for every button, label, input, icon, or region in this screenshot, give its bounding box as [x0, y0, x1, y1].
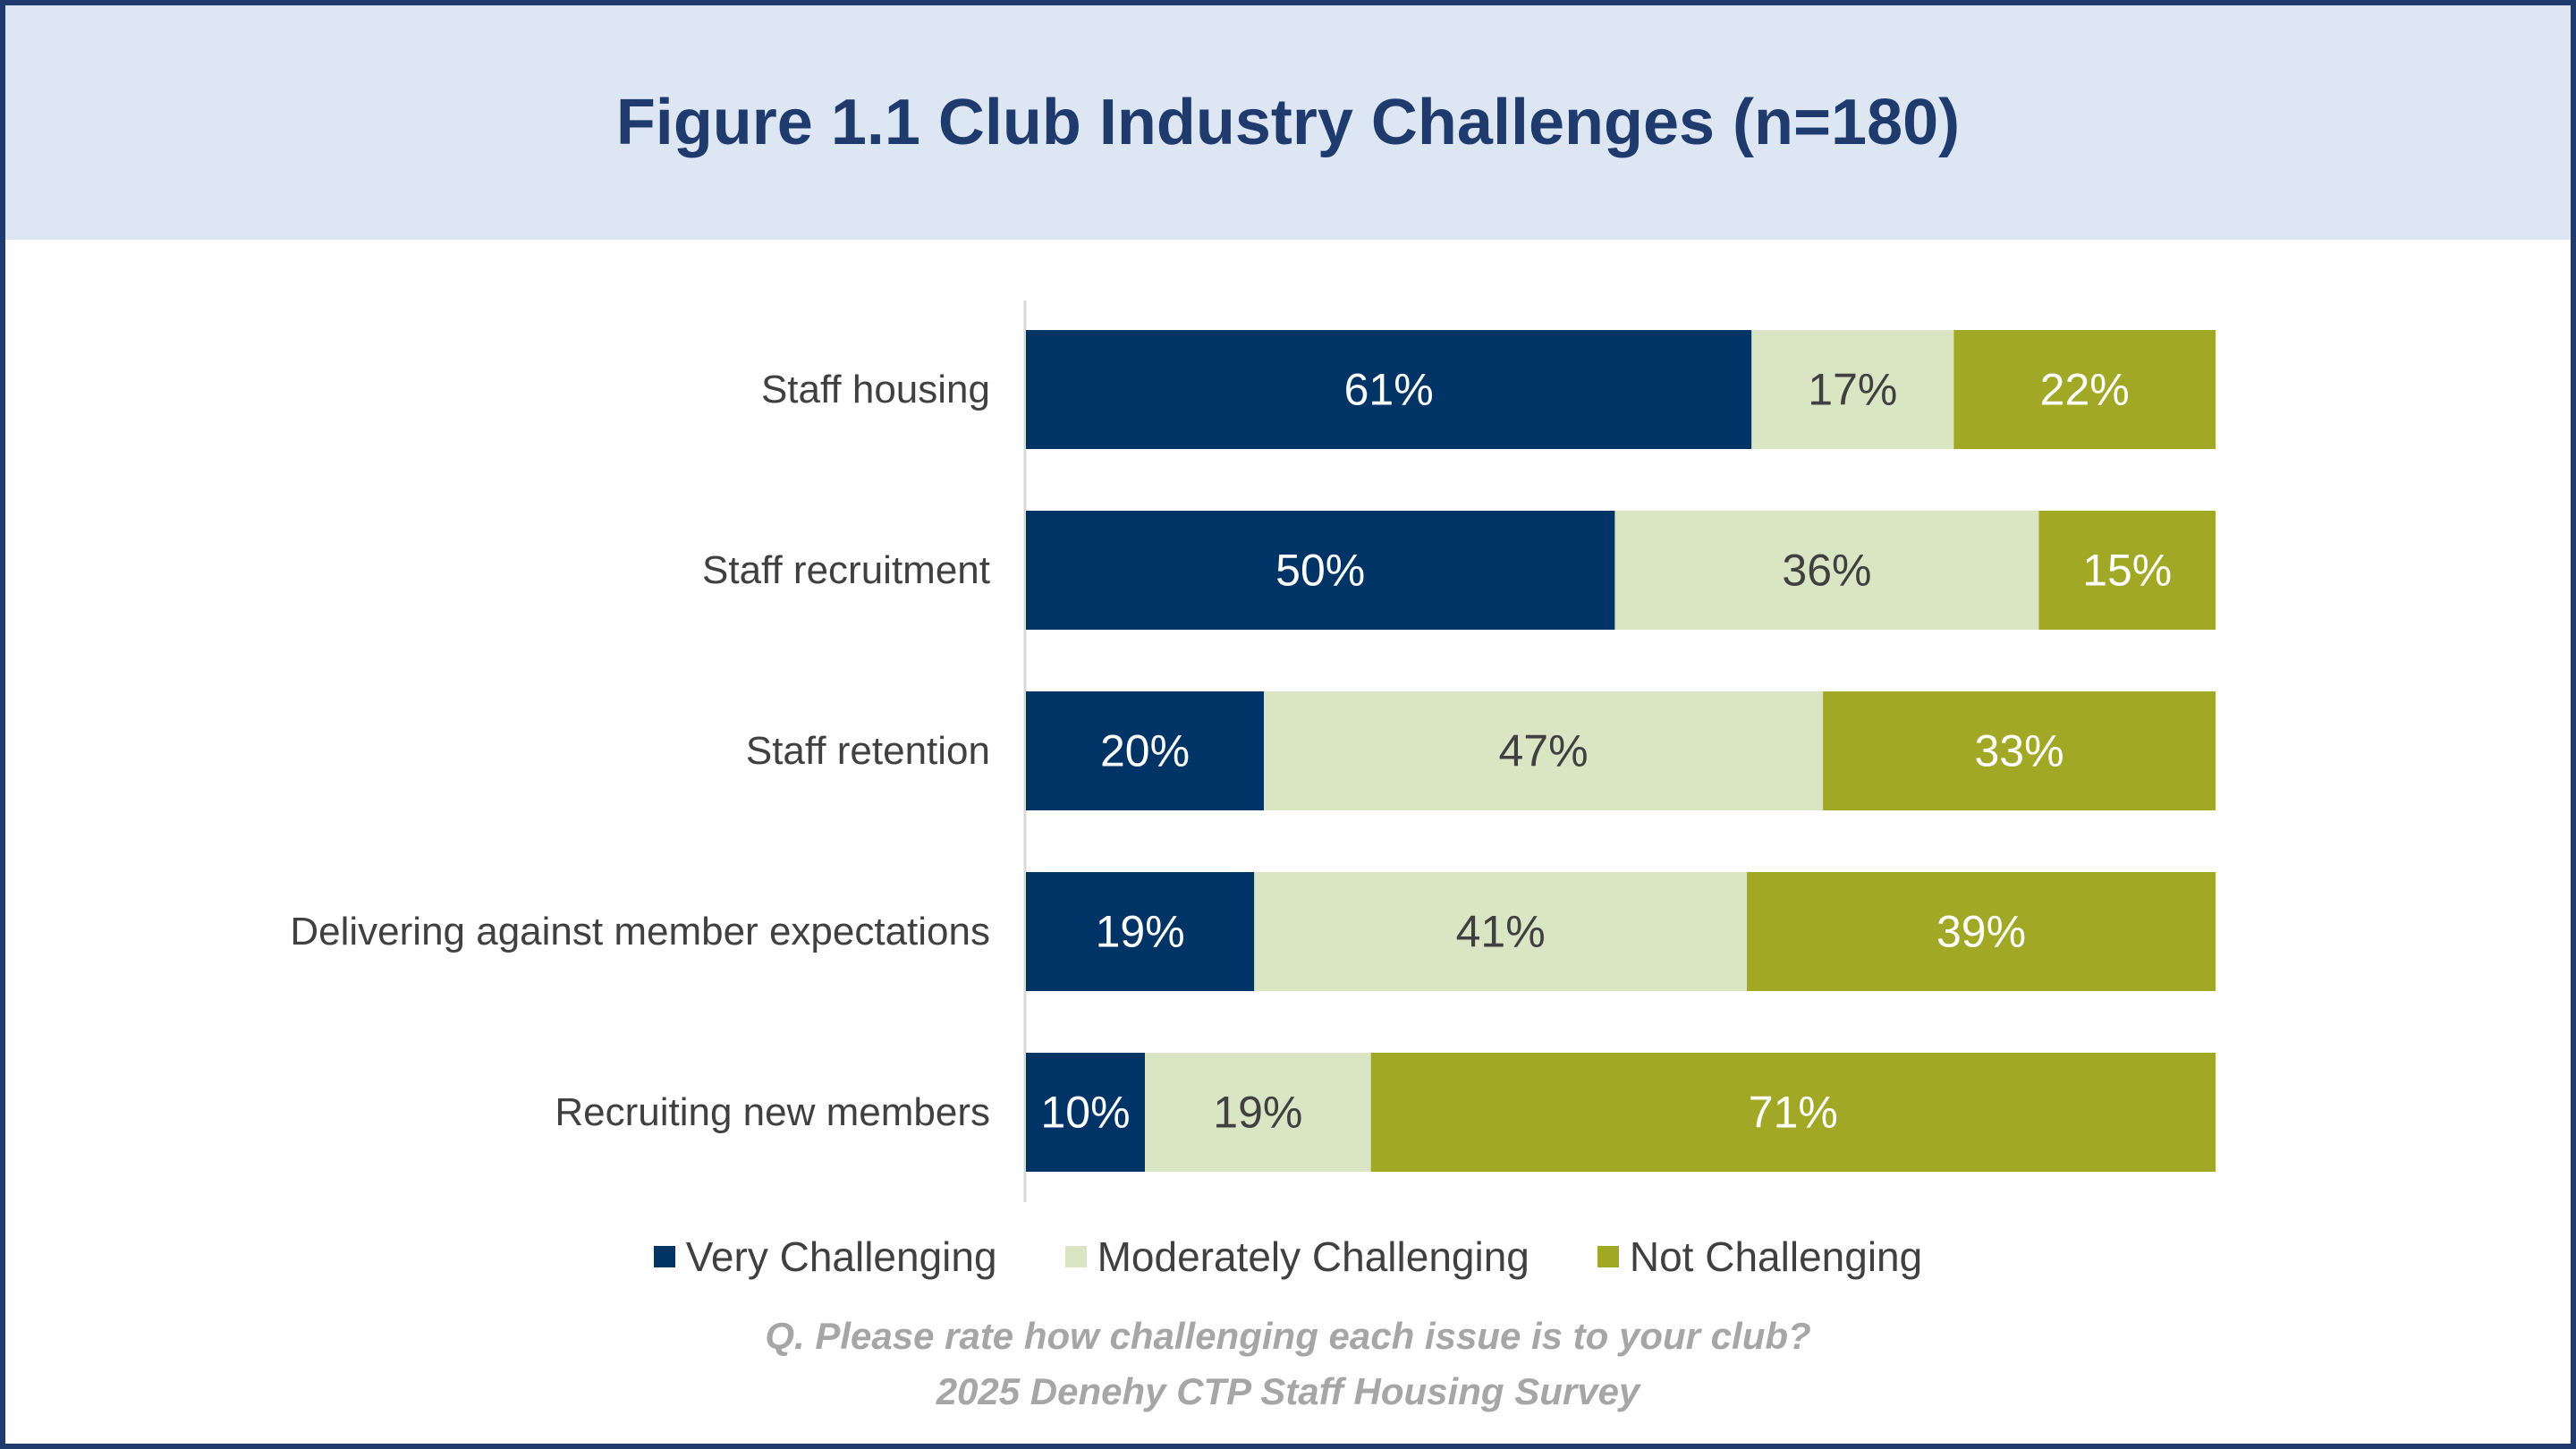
data-label: 20% — [1100, 726, 1190, 776]
data-label: 61% — [1344, 365, 1434, 415]
chart-legend: Very Challenging Moderately Challenging No… — [5, 1233, 2571, 1281]
data-label: 71% — [1749, 1088, 1838, 1138]
data-label: 22% — [2040, 365, 2130, 415]
bar-segment — [1145, 1053, 1371, 1172]
title-banner: Figure 1.1 Club Industry Challenges (n=1… — [5, 5, 2571, 240]
category-label: Delivering against member expectations — [290, 910, 990, 953]
bar-segment — [1823, 691, 2216, 810]
chart-plot: Staff housing 61% 17% 22% Staff recruitment 5… — [290, 301, 2216, 1202]
bar-segment — [1026, 511, 1615, 630]
legend-label: Not Challenging — [1629, 1233, 1923, 1280]
legend-item: Moderately Challenging — [1064, 1233, 1530, 1281]
bar-segment — [1370, 1053, 2216, 1172]
chart-title: Figure 1.1 Club Industry Challenges (n=1… — [615, 87, 1961, 158]
bar-segment — [1026, 1053, 1145, 1172]
legend-swatch — [1597, 1246, 1619, 1267]
data-label: 10% — [1040, 1088, 1130, 1138]
category-label: Staff housing — [761, 368, 990, 411]
data-label: 17% — [1808, 365, 1897, 415]
bar-segment — [1751, 330, 1954, 449]
survey-question: Q. Please rate how challenging each issu… — [765, 1315, 1811, 1357]
data-label: 33% — [1975, 726, 2064, 776]
data-label: 47% — [1499, 726, 1589, 776]
bar-segment — [1747, 872, 2216, 991]
category-label: Recruiting new members — [555, 1090, 990, 1134]
data-label: 19% — [1213, 1088, 1302, 1138]
legend-label: Very Challenging — [685, 1233, 997, 1280]
legend-label: Moderately Challenging — [1097, 1233, 1530, 1280]
legend-swatch — [1064, 1246, 1087, 1267]
category-label: Staff retention — [746, 729, 990, 773]
bar-segment — [1026, 330, 1752, 449]
survey-source: 2025 Denehy CTP Staff Housing Survey — [936, 1370, 1640, 1412]
legend-item: Very Challenging — [653, 1233, 997, 1281]
bar-segment — [1026, 691, 1264, 810]
legend-swatch — [653, 1246, 675, 1267]
bar-segment — [1026, 872, 1255, 991]
legend-item: Not Challenging — [1597, 1233, 1922, 1281]
bar-segment — [2038, 511, 2216, 630]
data-label: 39% — [1936, 907, 2026, 957]
bar-segment — [1614, 511, 2039, 630]
bar-segment — [1953, 330, 2216, 449]
bar-segment — [1254, 872, 1748, 991]
data-label: 41% — [1456, 907, 1546, 957]
data-label: 50% — [1275, 546, 1365, 596]
data-label: 15% — [2082, 546, 2172, 596]
data-label: 36% — [1782, 546, 1871, 596]
data-label: 19% — [1096, 907, 1185, 957]
bar-segment — [1264, 691, 1824, 810]
category-label: Staff recruitment — [702, 548, 990, 592]
